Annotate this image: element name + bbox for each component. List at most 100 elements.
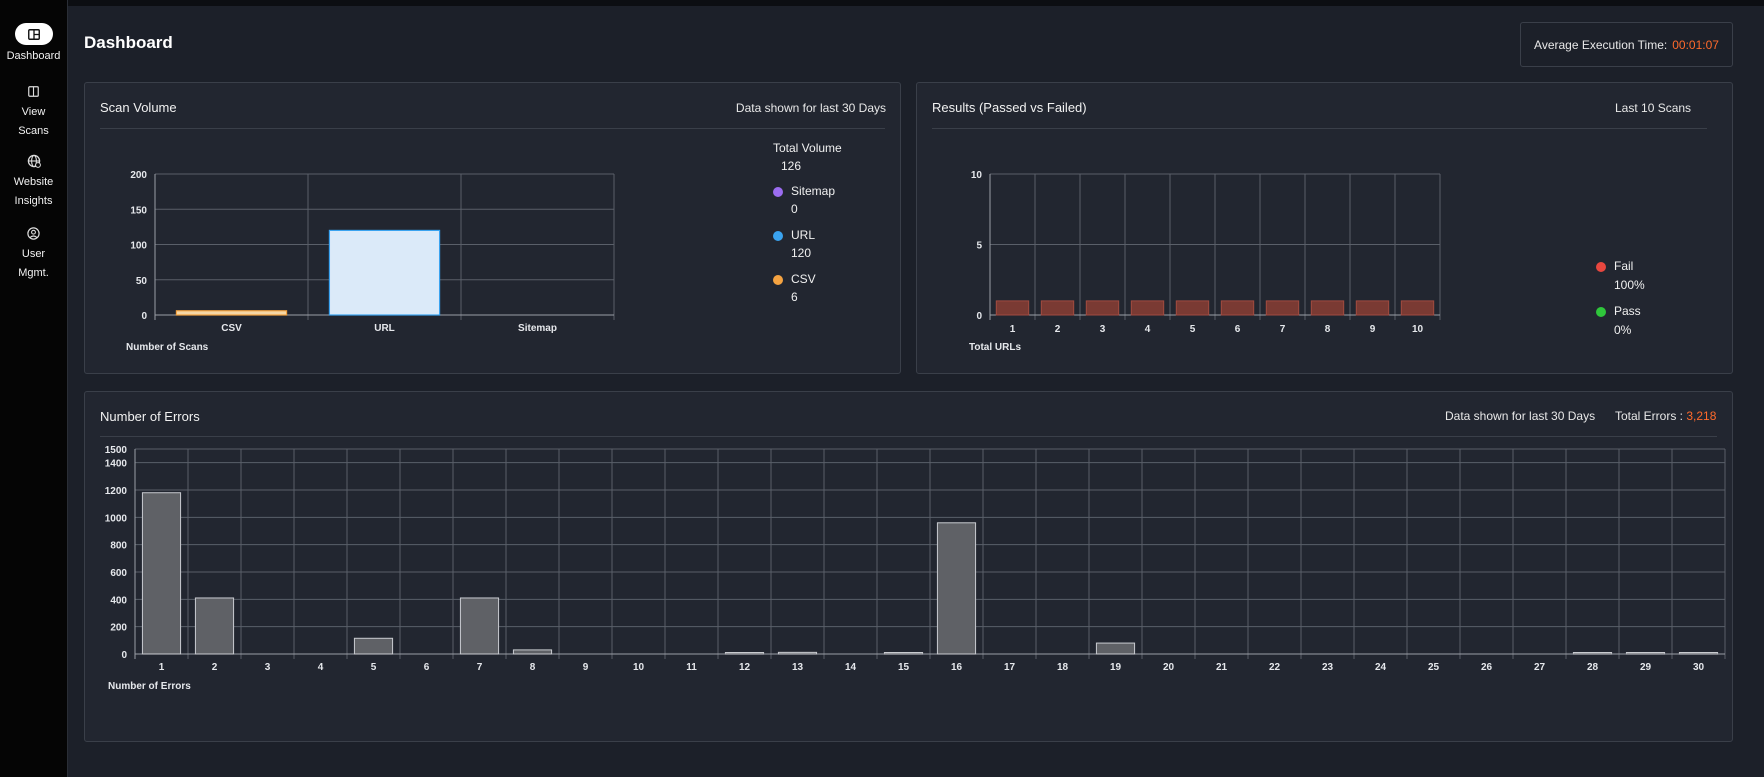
legend-value-fail: 100% (1614, 278, 1645, 292)
card-divider (100, 436, 1717, 437)
y-tick-label: 200 (110, 623, 127, 634)
x-tick-label: 16 (951, 662, 963, 673)
x-tick-label: 7 (477, 662, 483, 673)
legend-value-sitemap: 0 (791, 202, 798, 216)
legend-item-fail: Fail (1596, 259, 1633, 273)
sidebar: Dashboard View Scans Website Insights Us… (0, 0, 68, 777)
y-tick-label: 1000 (105, 513, 128, 524)
x-tick-label: CSV (221, 323, 242, 334)
bar-url (328, 229, 441, 316)
errors-total-label: Total Errors : (1615, 409, 1684, 423)
bar-day-16 (936, 522, 977, 655)
x-tick-label: 5 (1190, 324, 1196, 335)
sidebar-item-website-insights[interactable]: Website Insights (0, 153, 67, 211)
x-tick-label: 30 (1693, 662, 1705, 673)
bar-fail (1040, 300, 1075, 316)
legend-dot (773, 186, 783, 197)
bar-day-30 (1678, 652, 1719, 655)
x-tick-label: 19 (1110, 662, 1122, 673)
results-chart: 0 5 10 1 2 3 4 5 6 7 8 9 10 Total URLs (969, 170, 1441, 353)
x-tick-label: 12 (739, 662, 751, 673)
errors-title: Number of Errors (100, 409, 200, 424)
x-tick-label: 13 (792, 662, 804, 673)
x-tick-label: URL (374, 323, 395, 334)
bar-fail (1355, 300, 1390, 316)
bar-day-8 (512, 649, 553, 655)
y-tick-label: 1400 (105, 459, 128, 470)
user-icon (26, 225, 42, 241)
sidebar-item-label: View Scans (18, 106, 49, 137)
view-scans-icon (26, 83, 42, 99)
y-tick-label: 1500 (105, 445, 128, 456)
legend-item-sitemap: Sitemap (773, 184, 835, 198)
y-tick-label: 400 (110, 595, 127, 606)
y-tick-label: 600 (110, 568, 127, 579)
x-tick-label: 1 (1010, 324, 1016, 335)
legend-dot (1596, 306, 1606, 317)
errors-total-value: 3,218 (1686, 409, 1717, 423)
x-tick-label: 14 (845, 662, 857, 673)
x-tick-label: 5 (371, 662, 377, 673)
legend-total-value: 126 (781, 159, 802, 173)
globe-icon (26, 153, 42, 169)
x-tick-label: 21 (1216, 662, 1228, 673)
bar-fail (995, 300, 1030, 316)
y-tick-label: 50 (136, 276, 148, 287)
x-tick-label: 10 (633, 662, 645, 673)
x-tick-label: 6 (1235, 324, 1241, 335)
legend-total-label: Total Volume (773, 141, 842, 155)
sidebar-item-label: Website Insights (13, 176, 54, 207)
sidebar-item-user-mgmt[interactable]: User Mgmt. (0, 225, 67, 283)
scan-volume-card: Scan Volume Data shown for last 30 Days … (84, 82, 901, 374)
scan-volume-chart: 0 50 100 150 200 CSV URL Sitemap Number of Scans (126, 170, 615, 353)
legend-item-url: URL (773, 228, 815, 242)
errors-card: Number of Errors Data shown for last 30 … (84, 391, 1733, 742)
x-tick-label: 15 (898, 662, 910, 673)
x-tick-label: 2 (1055, 324, 1061, 335)
window-top-edge (0, 0, 1764, 6)
x-tick-label: 2 (212, 662, 218, 673)
avg-exec-value: 00:01:07 (1672, 37, 1719, 52)
sidebar-item-dashboard[interactable]: Dashboard (0, 23, 67, 66)
x-tick-label: 8 (1325, 324, 1331, 335)
y-tick-label: 150 (130, 205, 147, 216)
sidebar-item-view-scans[interactable]: View Scans (0, 83, 67, 141)
x-tick-label: 20 (1163, 662, 1175, 673)
legend-dot (773, 230, 783, 241)
bar-fail (1220, 300, 1255, 316)
errors-total: Total Errors : 3,218 (1615, 409, 1716, 423)
x-tick-label: 11 (686, 662, 697, 673)
legend-dot (773, 274, 783, 285)
card-divider (100, 128, 885, 129)
legend-item-pass: Pass (1596, 304, 1641, 318)
y-tick-label: 0 (121, 650, 127, 661)
bar-fail (1310, 300, 1345, 316)
bar-fail (1130, 300, 1165, 316)
x-tick-label: 6 (424, 662, 430, 673)
results-title: Results (Passed vs Failed) (932, 100, 1087, 115)
scan-volume-legend: Total Volume 126 Sitemap 0 URL 120 CSV 6 (773, 141, 893, 304)
bar-day-29 (1625, 652, 1666, 655)
bar-day-5 (353, 637, 394, 655)
y-tick-label: 100 (130, 241, 147, 252)
x-tick-label: 29 (1640, 662, 1652, 673)
legend-item-csv: CSV (773, 272, 816, 286)
y-tick-label: 800 (110, 541, 127, 552)
x-tick-label: 22 (1269, 662, 1281, 673)
x-tick-label: 28 (1587, 662, 1599, 673)
x-tick-label: 3 (265, 662, 271, 673)
bar-day-1 (141, 492, 182, 655)
errors-subtitle: Data shown for last 30 Days (1445, 409, 1596, 423)
bar-fail (1265, 300, 1300, 316)
sidebar-item-label: Dashboard (6, 50, 61, 62)
x-tick-label: 24 (1375, 662, 1387, 673)
x-tick-label: 7 (1280, 324, 1286, 335)
bar-day-13 (777, 651, 818, 655)
x-tick-label: 25 (1428, 662, 1440, 673)
results-card: Results (Passed vs Failed) Last 10 Scans… (916, 82, 1733, 374)
x-tick-label: 9 (583, 662, 589, 673)
x-tick-label: 3 (1100, 324, 1106, 335)
scan-volume-title: Scan Volume (100, 100, 177, 115)
legend-value-pass: 0% (1614, 323, 1632, 337)
bar-day-2 (194, 597, 235, 655)
